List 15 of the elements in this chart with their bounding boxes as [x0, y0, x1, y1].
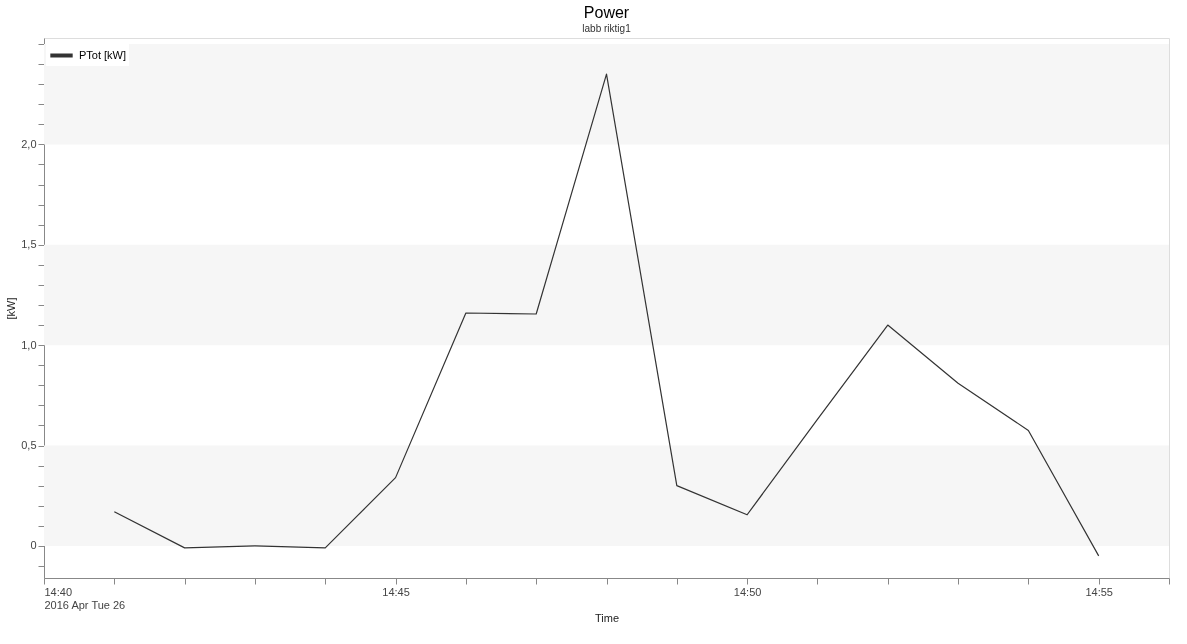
x-tick-label: 14:50 [733, 585, 762, 598]
y-tick-label: 0,5 [21, 439, 37, 452]
y-tick-label: 2,0 [21, 137, 37, 150]
y-axis-title: [kW] [5, 297, 18, 320]
chart-title: Power [583, 4, 630, 21]
x-tick-label: 14:40 2016 Apr Tue 26 [44, 585, 126, 611]
y-tick-label: 1,0 [21, 338, 37, 351]
legend-label: PTot [kW] [79, 48, 127, 61]
line-series [113, 73, 1100, 557]
x-axis-title: Time [594, 611, 620, 624]
y-tick-label: 1,5 [21, 238, 37, 251]
x-tick-label: 14:55 [1085, 585, 1113, 598]
y-tick-label: 0 [30, 539, 37, 552]
chart-subtitle: labb riktig1 [582, 23, 632, 34]
x-tick-label: 14:45 [382, 585, 410, 598]
